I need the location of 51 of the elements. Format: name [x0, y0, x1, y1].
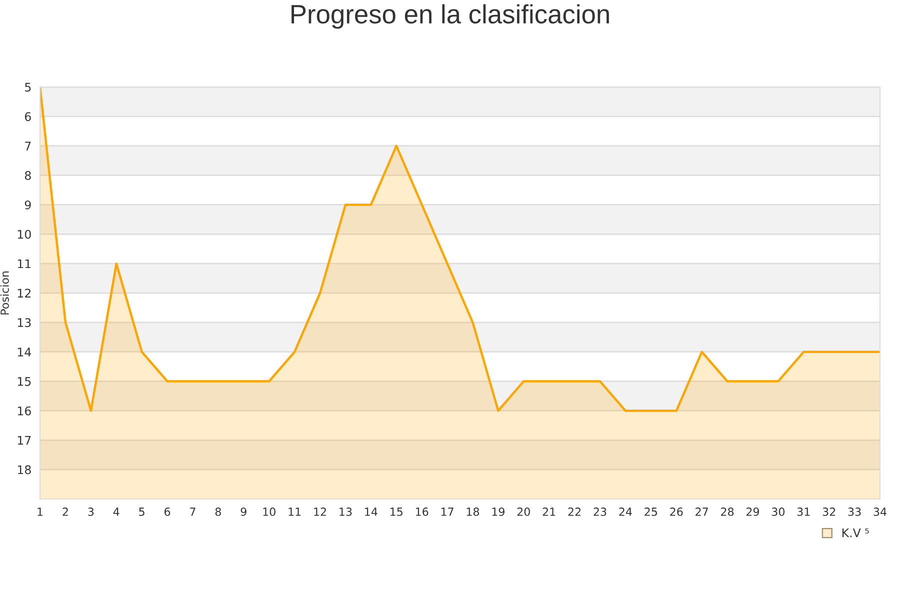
y-tick-label: 10: [18, 230, 31, 239]
x-tick-label: 18: [466, 508, 480, 516]
legend-label: K.V ⁵: [842, 528, 869, 538]
x-tick-label: 19: [492, 508, 504, 516]
y-tick-label: 9: [24, 200, 31, 210]
x-tick-label: 32: [822, 508, 836, 516]
y-tick-label: 8: [24, 171, 31, 180]
y-tick-label: 5: [25, 82, 31, 92]
x-tick-label: 34: [874, 508, 886, 516]
x-tick-label: 8: [215, 508, 221, 516]
x-tick-label: 17: [441, 508, 454, 516]
x-tick-label: 20: [517, 508, 530, 516]
y-tick-label: 15: [18, 377, 31, 386]
x-tick-label: 10: [263, 508, 276, 516]
y-tick-label: 17: [18, 436, 31, 445]
x-tick-label: 25: [644, 508, 658, 516]
x-tick-label: 26: [670, 508, 683, 516]
x-tick-label: 22: [568, 508, 580, 516]
x-tick-label: 7: [190, 508, 196, 516]
x-tick-label: 12: [314, 508, 326, 516]
y-tick-label: 7: [25, 142, 31, 150]
x-tick-label: 15: [390, 508, 402, 516]
x-tick-label: 30: [772, 508, 785, 516]
x-tick-label: 23: [594, 508, 606, 516]
x-tick-label: 33: [848, 508, 861, 516]
x-tick-label: 6: [164, 508, 170, 516]
x-tick-label: 24: [619, 508, 632, 516]
y-tick-label: 14: [18, 348, 32, 356]
x-tick-label: 1: [38, 508, 43, 516]
x-tick-label: 11: [288, 508, 301, 516]
x-tick-label: 21: [542, 508, 556, 516]
x-tick-label: 16: [416, 508, 428, 516]
chart-title: Progreso en la clasificacion: [292, 4, 609, 29]
x-tick-label: 27: [696, 508, 708, 516]
y-tick-label: 16: [18, 406, 31, 416]
y-tick-label: 18: [18, 465, 31, 474]
x-tick-label: 5: [139, 508, 144, 516]
x-tick-label: 13: [340, 508, 352, 516]
y-tick-label: 12: [18, 288, 30, 298]
x-tick-label: 14: [365, 508, 378, 516]
x-tick-label: 2: [62, 508, 68, 516]
y-tick-label: 13: [18, 318, 31, 328]
x-tick-label: 29: [746, 508, 760, 516]
y-tick-label: 11: [18, 259, 31, 268]
y-axis-title: Posicion: [0, 271, 9, 314]
x-tick-label: 28: [721, 508, 734, 516]
x-tick-label: 9: [240, 508, 246, 516]
x-tick-label: 4: [113, 508, 120, 516]
x-tick-label: 3: [88, 508, 94, 516]
y-tick-label: 6: [24, 112, 31, 122]
x-tick-label: 31: [797, 508, 810, 516]
